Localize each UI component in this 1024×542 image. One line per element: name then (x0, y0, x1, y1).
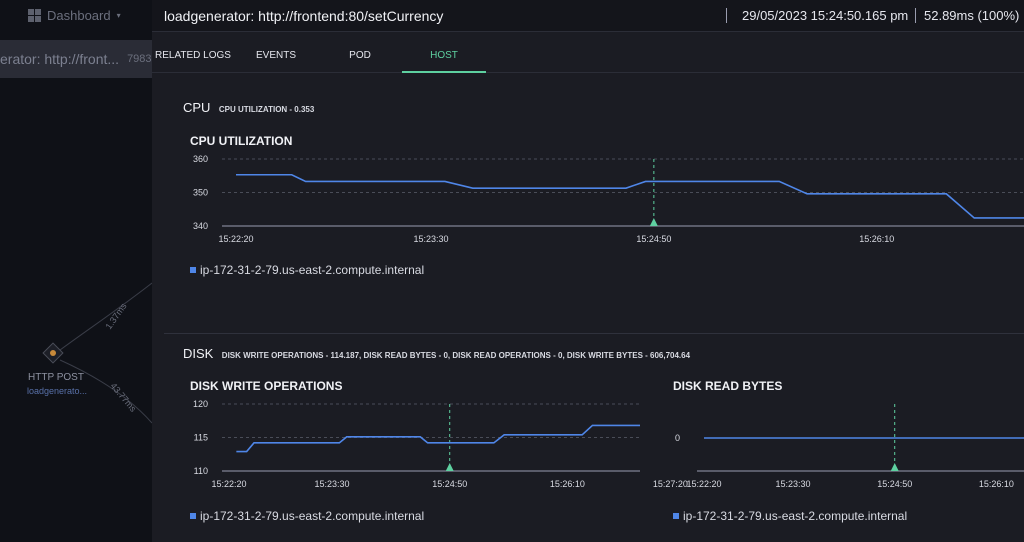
y-tick-label: 0 (675, 433, 680, 443)
span-timestamp: 29/05/2023 15:24:50.165 pm (726, 8, 908, 23)
disk-write-ops-chart: 110 115 120 15:22:20 15:23:30 15:24:50 15:26:1… (193, 399, 688, 489)
dashboard-grid-icon (28, 8, 41, 22)
tab-related-logs[interactable]: RELATED LOGS (155, 50, 231, 61)
breadcrumb-text: erator: http://front... (0, 51, 120, 67)
node-sublabel[interactable]: loadgenerato... (26, 386, 88, 396)
x-tick-label: 15:26:10 (979, 479, 1014, 489)
legend-swatch (190, 267, 196, 273)
cpu-heading: CPU (183, 100, 211, 115)
drawer-header: loadgenerator: http://frontend:80/setCur… (152, 0, 1024, 32)
disk-section-header: DISK DISK WRITE OPERATIONS - 114.187, DI… (183, 345, 690, 363)
tab-host[interactable]: HOST (402, 40, 486, 73)
x-tick-label: 15:22:20 (218, 234, 253, 244)
disk-read-bytes-chart: 0 15:22:20 15:23:30 15:24:50 15:26:10 (675, 404, 1024, 489)
cpu-chart-title: CPU UTILIZATION (190, 134, 293, 148)
disk-read-bytes-legend[interactable]: ip-172-31-2-79.us-east-2.compute.interna… (673, 509, 907, 523)
x-tick-label: 15:26:10 (550, 479, 585, 489)
y-tick-label: 120 (193, 399, 208, 409)
legend-swatch (673, 513, 679, 519)
chevron-down-icon: ▾ (116, 10, 121, 20)
trace-id: 798381 (127, 53, 152, 65)
y-tick-label: 115 (194, 433, 208, 443)
time-marker-triangle (890, 463, 899, 471)
cpu-legend[interactable]: ip-172-31-2-79.us-east-2.compute.interna… (190, 263, 424, 277)
x-tick-label: 15:24:50 (432, 479, 467, 489)
section-divider (164, 333, 1024, 334)
x-tick-label: 15:24:50 (636, 234, 671, 244)
time-marker-triangle (445, 463, 454, 471)
cpu-section-header: CPU CPU UTILIZATION - 0.353 (183, 99, 314, 117)
y-tick-label: 350 (193, 188, 208, 198)
disk-write-ops-title: DISK WRITE OPERATIONS (190, 379, 343, 393)
x-tick-label: 15:27:20 (653, 479, 688, 489)
disk-read-bytes-title: DISK READ BYTES (673, 379, 783, 393)
dashboard-menu[interactable]: Dashboard ▾ (0, 0, 160, 30)
series-line (236, 424, 640, 453)
disk-read-bytes-legend-label: ip-172-31-2-79.us-east-2.compute.interna… (683, 509, 908, 523)
trace-breadcrumb: erator: http://front... 798381 (0, 40, 152, 78)
series-line (236, 173, 1024, 219)
disk-heading: DISK (183, 346, 214, 361)
x-tick-label: 15:23:30 (413, 234, 448, 244)
legend-swatch (190, 513, 196, 519)
x-tick-label: 15:24:50 (877, 479, 912, 489)
time-marker-triangle (649, 218, 658, 226)
tab-events[interactable]: EVENTS (255, 50, 296, 61)
x-tick-label: 15:22:20 (686, 479, 721, 489)
node-label: HTTP POST (28, 372, 84, 383)
span-title: loadgenerator: http://frontend:80/setCur… (164, 8, 444, 24)
detail-tabs: RELATED LOGS EVENTS POD HOST (152, 40, 1024, 73)
span-duration: 52.89ms (100%) (915, 8, 1019, 23)
cpu-utilization-chart: 340 350 360 15:22:20 15:23:30 15:24:50 15:26:1… (193, 154, 1024, 244)
y-tick-label: 110 (194, 466, 208, 476)
cpu-summary: CPU UTILIZATION - 0.353 (218, 105, 315, 114)
tab-pod[interactable]: POD (349, 50, 371, 61)
service-graph: 1.37ms 43.77ms (42, 282, 152, 424)
disk-write-ops-legend[interactable]: ip-172-31-2-79.us-east-2.compute.interna… (190, 509, 424, 523)
x-tick-label: 15:22:20 (211, 479, 246, 489)
dashboard-label: Dashboard (47, 7, 111, 23)
cpu-legend-label: ip-172-31-2-79.us-east-2.compute.interna… (200, 263, 425, 277)
y-tick-label: 340 (193, 221, 208, 231)
x-tick-label: 15:26:10 (859, 234, 894, 244)
x-tick-label: 15:23:30 (314, 479, 349, 489)
edge-label-2: 43.77ms (108, 381, 138, 414)
span-detail-drawer: loadgenerator: http://frontend:80/setCur… (152, 0, 1024, 542)
disk-write-ops-legend-label: ip-172-31-2-79.us-east-2.compute.interna… (200, 509, 425, 523)
x-tick-label: 15:23:30 (775, 479, 810, 489)
disk-summary: DISK WRITE OPERATIONS - 114.187, DISK RE… (221, 351, 691, 360)
y-tick-label: 360 (193, 154, 208, 164)
